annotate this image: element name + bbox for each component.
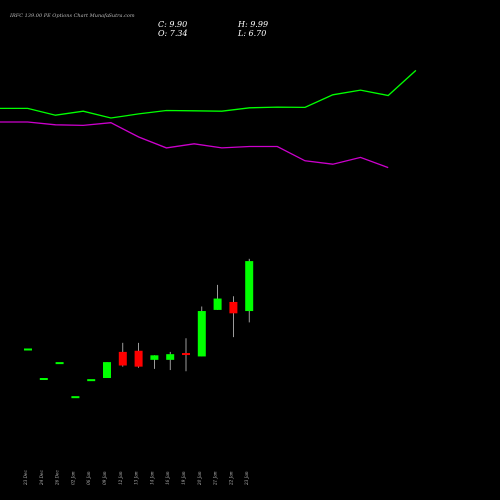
candles-layer [24,258,254,399]
date-tick-label: 12 Jan [118,471,123,485]
candle-body [24,348,32,351]
date-tick-label: 21 Jan [213,471,218,486]
date-tick-label: 23 Dec [23,470,28,486]
candle-body [245,261,254,312]
candle-body [118,351,127,366]
chart-title: IRFC 139.00 PE Options Chart MunafaSutra… [9,13,135,19]
date-tick-label: 19 Jan [181,471,186,485]
candle-body [229,301,238,314]
date-tick-label: 20 Jan [197,471,202,486]
candle [39,378,48,381]
date-tick-label: 02 Jan [70,471,75,485]
candle [24,348,32,351]
candle-body [197,311,206,357]
candle [182,338,190,372]
candle-body [182,353,190,356]
line-series-2 [0,121,389,169]
candle-body [213,298,222,310]
candle [118,342,127,367]
date-tick-label: 16 Jan [165,471,170,485]
candle [134,342,143,368]
candle-body [150,355,159,360]
candle-body [55,362,64,365]
candle [213,284,222,310]
candle [229,296,238,338]
low-label: L: 6.70 [237,29,266,38]
close-label: C: 9.90 [158,20,187,29]
open-label: O: 7.34 [158,29,188,38]
candle [103,362,111,379]
date-tick-label: 26 Dec [55,470,60,486]
candle [166,351,175,371]
date-tick-label: 13 Jan [134,471,139,485]
candle-body [39,378,48,381]
line-series-layer [0,69,417,169]
date-tick-label: 23 Jan [244,471,249,486]
candle [71,396,80,399]
candle-body [87,379,96,382]
candle-body [71,396,80,399]
high-label: H: 9.99 [237,20,268,29]
date-tick-label: 09 Jan [102,471,107,485]
date-tick-label: 06 Jan [86,471,91,485]
candle-body [103,362,111,379]
date-tick-label: 14 Jan [149,471,154,485]
date-tick-label: 22 Jan [228,471,233,486]
candle-body [166,354,175,360]
date-axis: 23 Dec 24 Dec 26 Dec 02 Jan 06 Jan 09 Jan 12 J… [23,470,249,486]
date-tick-label: 24 Dec [39,470,44,486]
candle [245,258,254,323]
line-series-1 [0,69,417,119]
candle [87,379,96,382]
candle [55,362,64,365]
candle [197,306,206,357]
candle-body [134,350,143,367]
candle [150,355,159,369]
